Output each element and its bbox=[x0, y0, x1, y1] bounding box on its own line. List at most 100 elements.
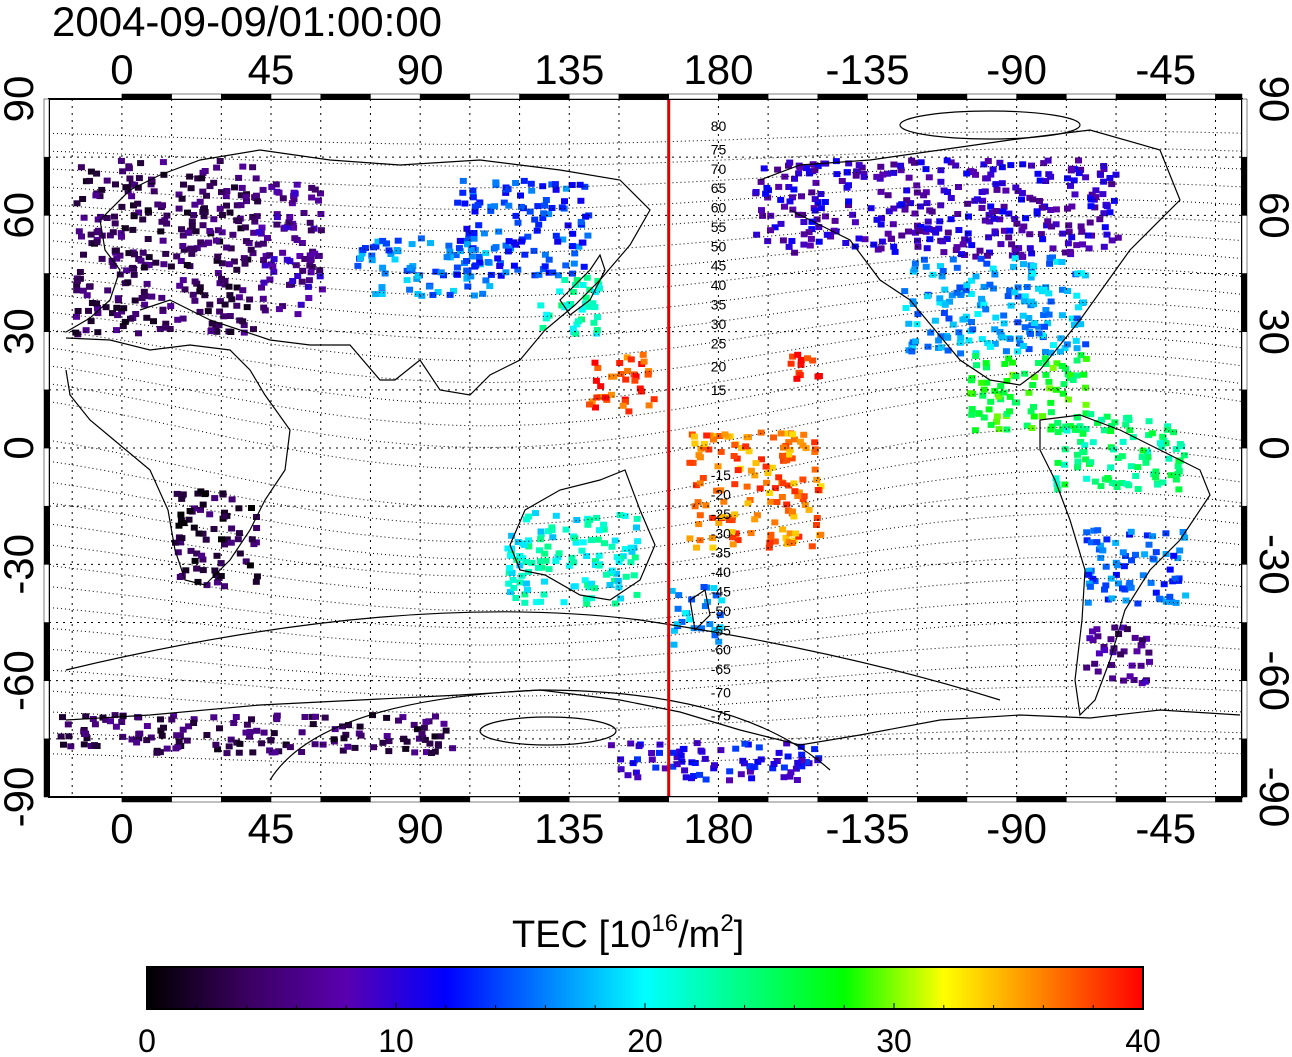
tec-cell bbox=[345, 722, 352, 729]
tec-cell bbox=[1107, 464, 1115, 471]
tec-cell bbox=[968, 242, 976, 249]
tec-cell bbox=[1022, 215, 1030, 222]
tec-cell bbox=[291, 190, 299, 197]
tec-cell bbox=[606, 582, 614, 588]
tec-cell bbox=[600, 521, 608, 528]
magnetic-latitude-contour bbox=[49, 556, 1242, 612]
tec-cell bbox=[434, 741, 442, 748]
tec-cell bbox=[963, 282, 971, 289]
tec-cell bbox=[1122, 553, 1129, 559]
tec-cell bbox=[959, 241, 967, 248]
tec-cell bbox=[212, 741, 220, 748]
tec-cell bbox=[113, 304, 121, 311]
tec-cell bbox=[699, 475, 707, 481]
tec-cell bbox=[174, 316, 182, 323]
tec-cell bbox=[463, 258, 470, 264]
tec-cell bbox=[1170, 429, 1178, 436]
tec-cell bbox=[286, 258, 294, 265]
tec-cell bbox=[957, 350, 965, 357]
tec-cell bbox=[537, 528, 545, 535]
tec-cell bbox=[968, 411, 976, 418]
tec-cell bbox=[156, 326, 164, 332]
tec-cell bbox=[104, 287, 112, 294]
tec-cell bbox=[216, 205, 224, 212]
tec-cell bbox=[1146, 658, 1153, 665]
tec-cell bbox=[1066, 423, 1074, 430]
tec-cell bbox=[167, 263, 175, 270]
tec-cell bbox=[273, 712, 281, 719]
tec-cell bbox=[570, 559, 578, 566]
map-area: 8075706560555045403530252015-15-20-25-30… bbox=[43, 93, 1248, 803]
tec-cell bbox=[991, 387, 999, 394]
tec-cell bbox=[461, 200, 469, 207]
tec-cell bbox=[123, 267, 131, 274]
tec-cell bbox=[591, 304, 599, 311]
tec-cell bbox=[140, 288, 148, 295]
tec-cell bbox=[1065, 222, 1073, 229]
tec-cell bbox=[293, 181, 301, 188]
tec-cell bbox=[831, 217, 839, 224]
tec-cell bbox=[1019, 312, 1027, 319]
tec-cell bbox=[691, 440, 699, 447]
tec-cell bbox=[251, 218, 259, 225]
tec-cell bbox=[1115, 631, 1123, 637]
tec-cell bbox=[446, 291, 454, 298]
tec-cell bbox=[562, 526, 570, 533]
tec-cell bbox=[1029, 196, 1037, 203]
magnetic-latitude-label: 75 bbox=[711, 141, 727, 157]
tec-cell bbox=[1036, 177, 1044, 184]
colorbar-tick-label: 40 bbox=[1125, 1023, 1161, 1057]
tec-cell bbox=[317, 211, 325, 217]
tec-cell bbox=[111, 712, 119, 719]
tec-cell bbox=[509, 576, 517, 583]
tec-cell bbox=[1027, 274, 1035, 281]
border-tick-bottom bbox=[718, 796, 769, 803]
tec-cell bbox=[986, 218, 994, 225]
tec-cell bbox=[421, 736, 429, 743]
tec-cell bbox=[764, 470, 772, 477]
tec-cell bbox=[427, 240, 434, 247]
tec-cell bbox=[729, 541, 737, 548]
tec-cell bbox=[1062, 423, 1070, 430]
tec-cell bbox=[1111, 419, 1119, 426]
tec-cell bbox=[317, 190, 324, 197]
tec-cell bbox=[956, 339, 964, 346]
tec-cell bbox=[1036, 198, 1043, 204]
tec-cell bbox=[928, 208, 936, 215]
tec-cell bbox=[195, 530, 203, 537]
tec-cell bbox=[785, 439, 793, 446]
tec-cell bbox=[797, 356, 805, 363]
tec-cell bbox=[1174, 555, 1182, 562]
tec-cell bbox=[621, 546, 629, 553]
tec-cell bbox=[710, 765, 718, 772]
tec-cell bbox=[369, 244, 377, 251]
tec-cell bbox=[715, 627, 722, 634]
tec-cell bbox=[594, 277, 602, 284]
tec-cell bbox=[986, 281, 994, 288]
border-tick-bottom bbox=[1215, 796, 1243, 803]
tec-cell bbox=[734, 537, 742, 544]
tec-cell bbox=[1097, 554, 1105, 561]
tec-cell bbox=[385, 247, 393, 254]
tec-cell bbox=[232, 714, 240, 720]
border-tick-bottom bbox=[370, 796, 421, 803]
tec-cell bbox=[536, 558, 544, 565]
tec-cell bbox=[640, 358, 648, 365]
tec-cell bbox=[905, 228, 912, 235]
tec-cell bbox=[494, 255, 502, 262]
tec-cell bbox=[316, 267, 324, 274]
tec-cell bbox=[907, 200, 915, 207]
tec-cell bbox=[800, 219, 808, 225]
tec-cell bbox=[845, 202, 852, 209]
tec-cell bbox=[1018, 227, 1026, 234]
magnetic-latitude-contour bbox=[49, 577, 1242, 629]
tec-cell bbox=[610, 373, 618, 380]
tec-cell bbox=[675, 592, 683, 599]
tec-cell bbox=[797, 361, 805, 368]
tec-cell bbox=[525, 543, 533, 550]
tec-cell bbox=[977, 255, 985, 262]
tec-cell bbox=[548, 181, 556, 188]
tec-cell bbox=[437, 269, 445, 276]
tec-cell bbox=[849, 211, 857, 218]
tec-cell bbox=[969, 326, 977, 333]
